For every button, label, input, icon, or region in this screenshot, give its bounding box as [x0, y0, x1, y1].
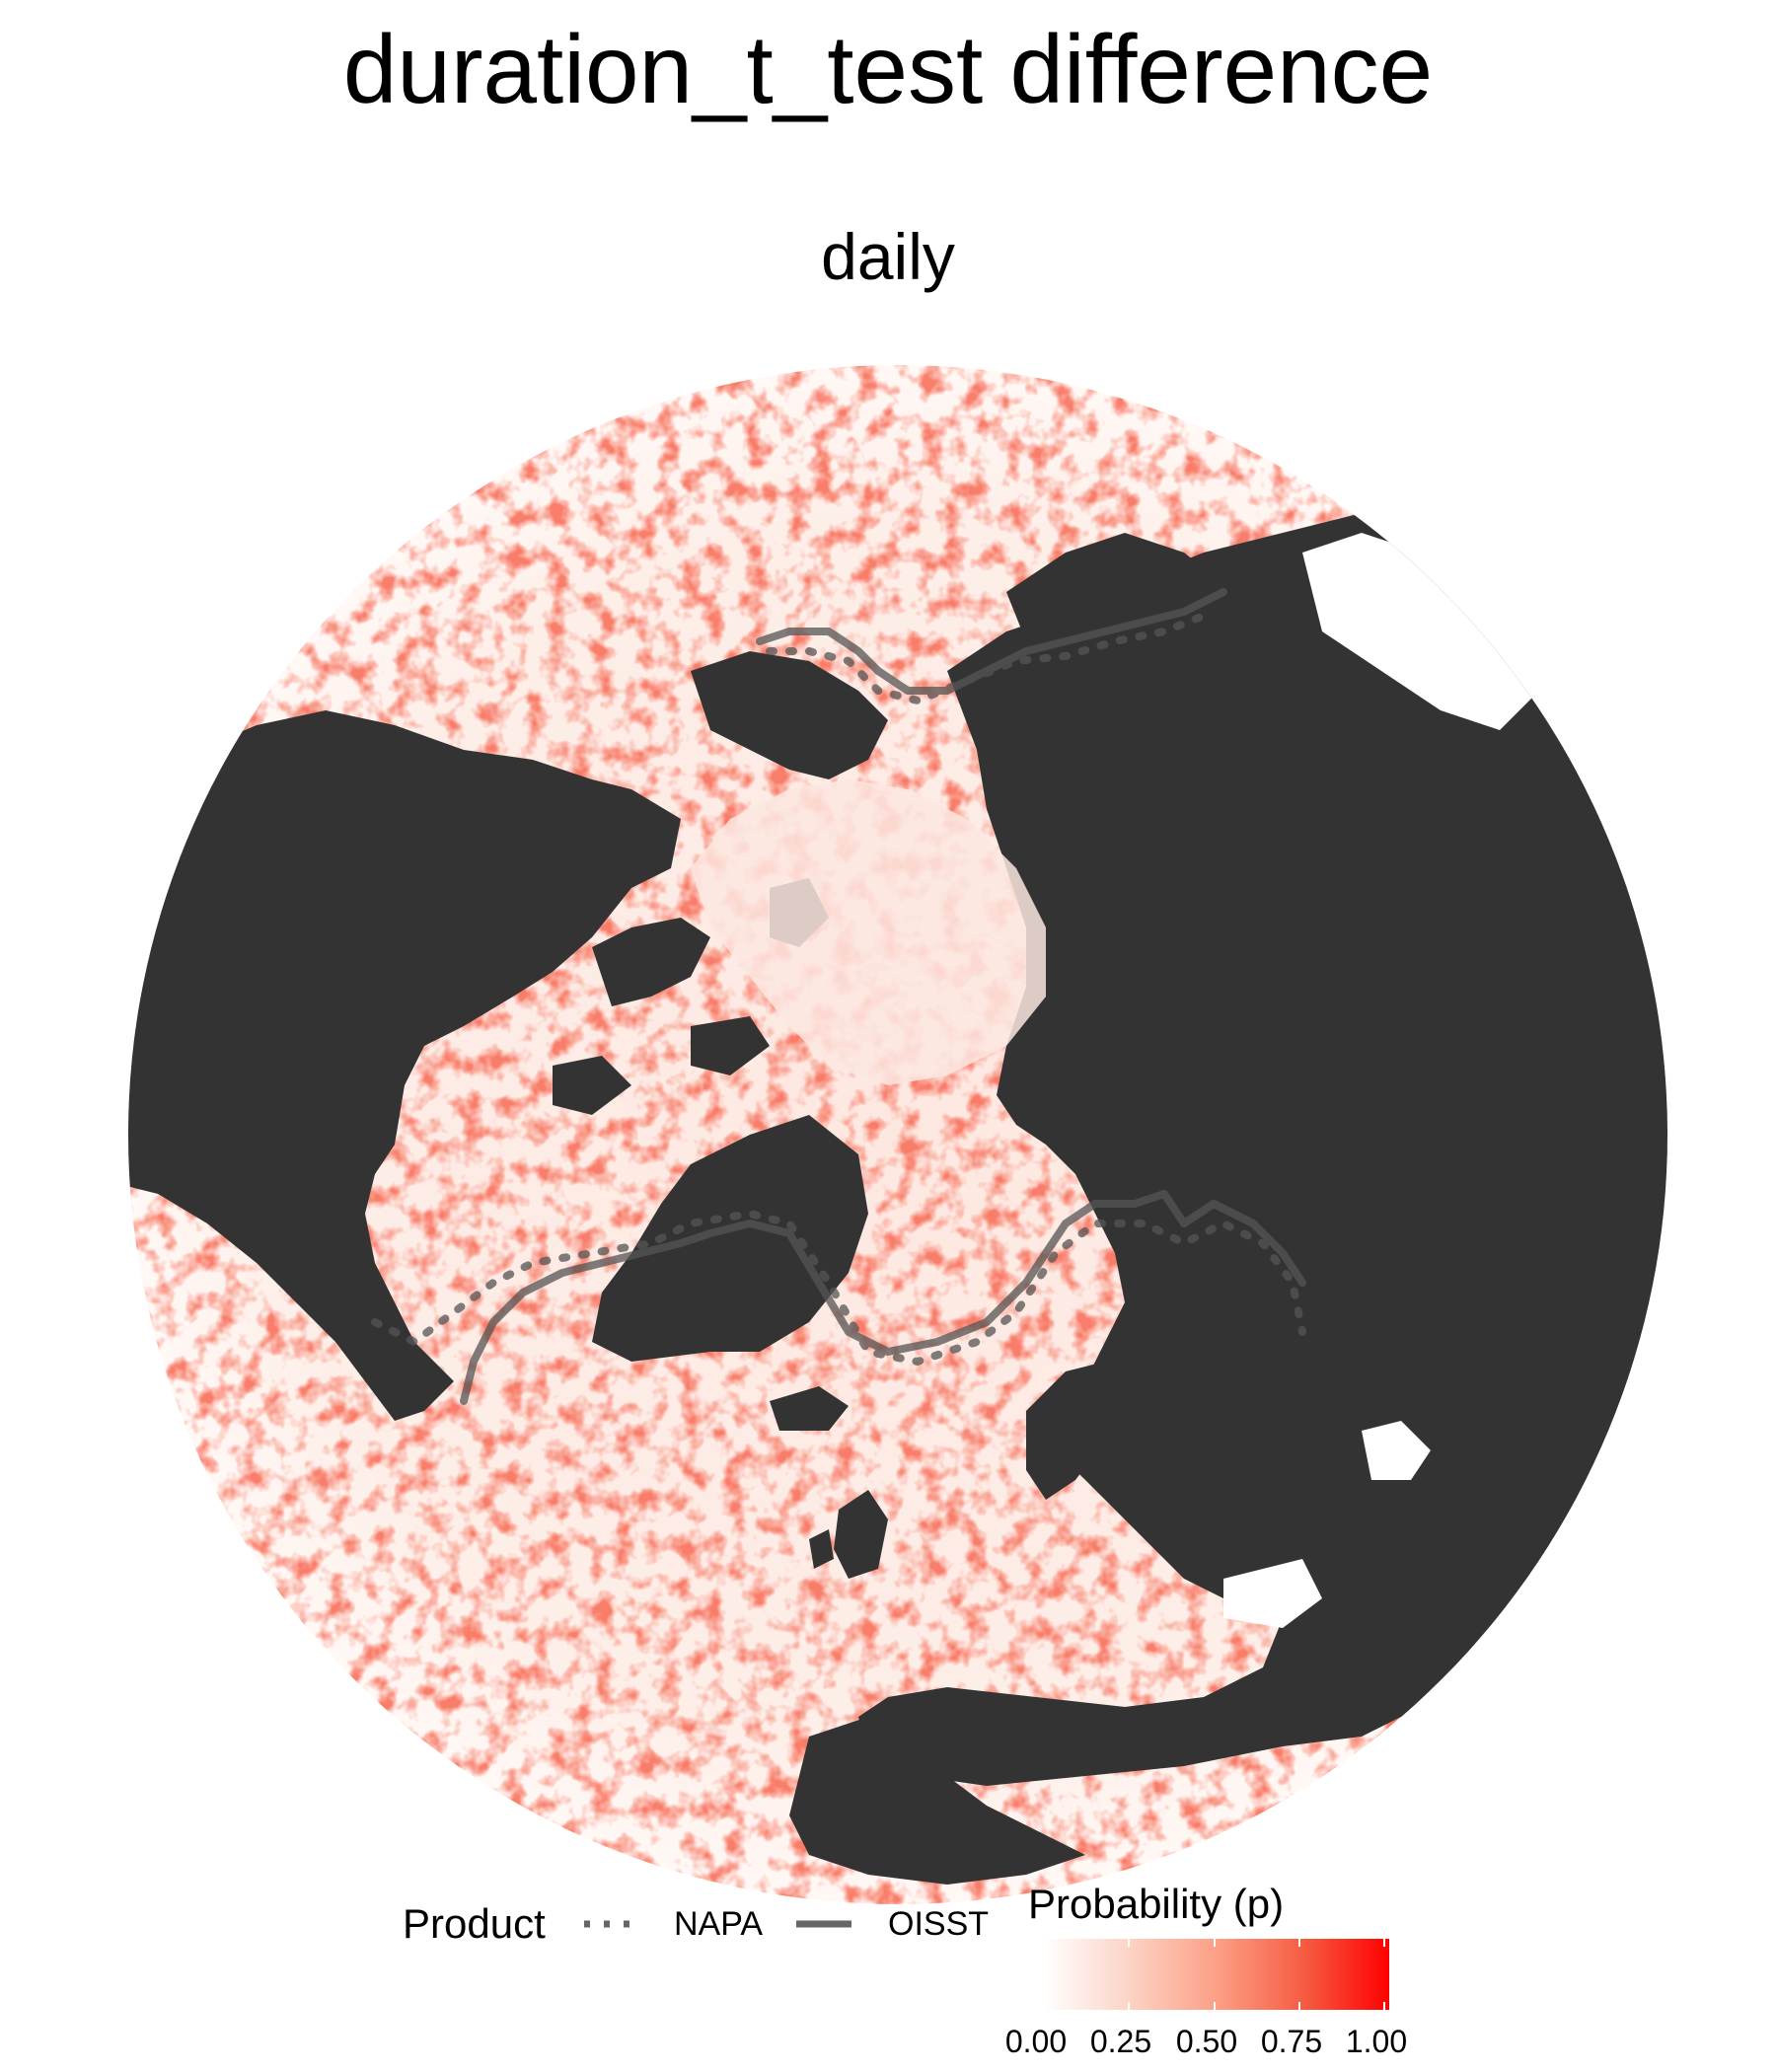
colorbar-tick-1: 0.25 [1089, 2024, 1152, 2059]
iceland-landmass [770, 1386, 849, 1431]
product-legend-title: Product [403, 1900, 546, 1947]
no-data-areas [1223, 533, 1539, 1628]
arctic-ocean-core [691, 779, 1046, 1085]
map-title: duration_t_test difference [342, 15, 1434, 123]
no-data-caspian [1362, 1421, 1431, 1480]
napa-contour [371, 1210, 1306, 1366]
africa-landmass [789, 1717, 1085, 1885]
globe [128, 365, 1667, 1904]
chukotka-landmass [1006, 533, 1233, 651]
colorbar-tick-3: 0.75 [1260, 2024, 1323, 2059]
map-subtitle: daily [821, 220, 955, 293]
oisst-legend-label: OISST [888, 1905, 990, 1943]
no-data-mediterranean-east [1223, 1559, 1322, 1628]
oisst-legend-key [796, 1920, 851, 1928]
scandinavia-landmass [1026, 1362, 1125, 1500]
land-masses [128, 503, 1667, 1885]
colorbar-tick-0: 0.00 [1004, 2024, 1068, 2059]
north-america-landmass [128, 691, 681, 1421]
colorbar [1044, 1939, 1389, 2010]
napa-contour-north [766, 608, 1218, 704]
legend: Product NAPA OISST Probability (p) 0.00 … [0, 1880, 1776, 2072]
colorbar-tick-2: 0.50 [1175, 2024, 1238, 2059]
napa-legend-key [584, 1920, 629, 1928]
napa-legend-label: NAPA [674, 1905, 764, 1943]
no-data-northeast [1302, 533, 1539, 730]
colorbar-title: Probability (p) [1028, 1881, 1285, 1927]
alaska-landmass [691, 651, 888, 779]
eurasia-landmass [858, 503, 1667, 1786]
product-contours [371, 588, 1306, 1405]
colorbar-tick-4: 1.00 [1345, 2024, 1408, 2059]
greenland-landmass [592, 1115, 868, 1362]
arctic-archipelago [553, 878, 829, 1115]
oisst-contour [460, 1190, 1306, 1405]
british-isles-landmass [809, 1490, 888, 1579]
